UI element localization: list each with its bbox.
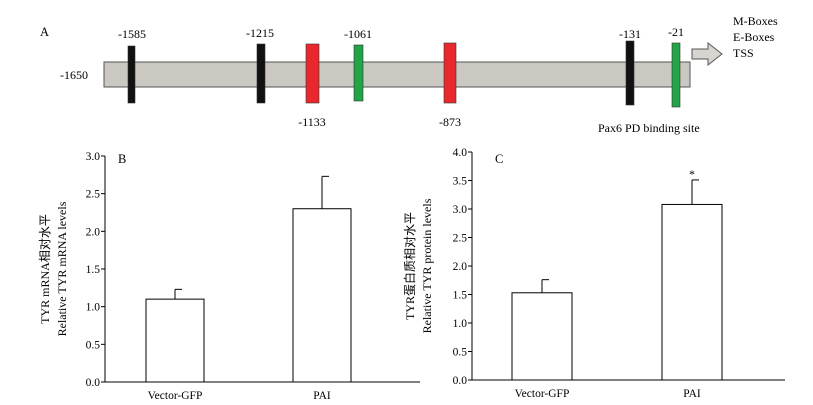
- y-tick-label: 3.0: [453, 204, 468, 216]
- site-m-box-marker: [256, 43, 266, 104]
- site-position-label: -1215: [246, 26, 274, 40]
- y-tick-label: 1.5: [86, 264, 101, 276]
- site-m-box-marker: [127, 45, 136, 104]
- bar-vector-gfp: [145, 298, 205, 383]
- y-tick-label: 4.0: [453, 147, 468, 159]
- site-position-label: -873: [439, 115, 461, 129]
- site-pax6-marker: [671, 42, 681, 108]
- y-tick-label: 3.0: [86, 151, 101, 163]
- y-axis-title-zh: TYR mRNA相对水平: [38, 214, 52, 324]
- bar-pai: [292, 208, 352, 383]
- y-tick-label: 2.0: [86, 226, 101, 238]
- y-axis-title-zh: TYR蛋白质相对水平: [402, 212, 417, 320]
- y-tick-label: 2.0: [453, 261, 468, 273]
- x-tick-label: Vector-GFP: [515, 388, 570, 400]
- y-tick-label: 0.5: [86, 339, 101, 351]
- legend-e-boxes: E-Boxes: [733, 30, 775, 44]
- legend-tss: TSS: [733, 46, 754, 60]
- site-e-box-marker: [443, 42, 457, 104]
- y-tick-label: 2.5: [453, 233, 468, 245]
- pax6-annotation: Pax6 PD binding site: [598, 121, 700, 135]
- y-tick-label: 2.5: [86, 189, 101, 201]
- y-axis-title-en: Relative TYR protein levels: [420, 198, 434, 333]
- chart-b: B 0.0 0.5 1.0 1.5 2.0 2.5 3.0 TYR mRNA相对水平 Relati…: [38, 151, 420, 402]
- site-position-label: -1133: [298, 115, 326, 129]
- tss-arrow-icon: [691, 41, 723, 67]
- panel-letter-b: B: [118, 152, 126, 166]
- site-pax6-marker: [353, 44, 364, 102]
- y-tick-label: 0.0: [86, 377, 101, 389]
- panel-letter-a: A: [40, 25, 49, 39]
- site-position-label: -21: [668, 25, 684, 39]
- x-tick-label: PAI: [313, 390, 331, 402]
- promoter-bar: [103, 61, 691, 88]
- x-tick-label: Vector-GFP: [148, 390, 203, 402]
- panel-letter-c: C: [495, 152, 503, 166]
- site-m-box-marker: [625, 40, 635, 106]
- chart-c: C 0.0 0.5 1.0 1.5 2.0 2.5 3.0 3.5 4.0 TYR蛋白质相对水平 Re…: [402, 147, 785, 400]
- site-position-label: -131: [619, 27, 641, 41]
- y-tick-label: 1.0: [453, 318, 468, 330]
- x-tick-label: PAI: [683, 388, 701, 400]
- site-position-label: -1585: [118, 27, 146, 41]
- y-tick-label: 1.5: [453, 290, 468, 302]
- y-tick-label: 0.0: [453, 375, 468, 387]
- y-tick-label: 0.5: [453, 347, 468, 359]
- y-axis-title-en: Relative TYR mRNA levels: [55, 201, 69, 336]
- promoter-start-label: -1650: [60, 68, 88, 82]
- legend-m-boxes: M-Boxes: [733, 14, 778, 28]
- significance-annotation: *: [689, 167, 695, 181]
- site-e-box-marker: [305, 43, 320, 104]
- bar-pai: [661, 203, 723, 381]
- promoter-sites: -1585 -1215 -1133 -1061 -873 -131 -21: [118, 25, 684, 129]
- promoter-map-panel: A -1650 M-Boxes E-Boxes TSS Pax6 PD bind…: [40, 14, 778, 135]
- site-position-label: -1061: [344, 27, 372, 41]
- y-tick-label: 3.5: [453, 176, 468, 188]
- y-tick-label: 1.0: [86, 302, 101, 314]
- bar-vector-gfp: [511, 292, 573, 381]
